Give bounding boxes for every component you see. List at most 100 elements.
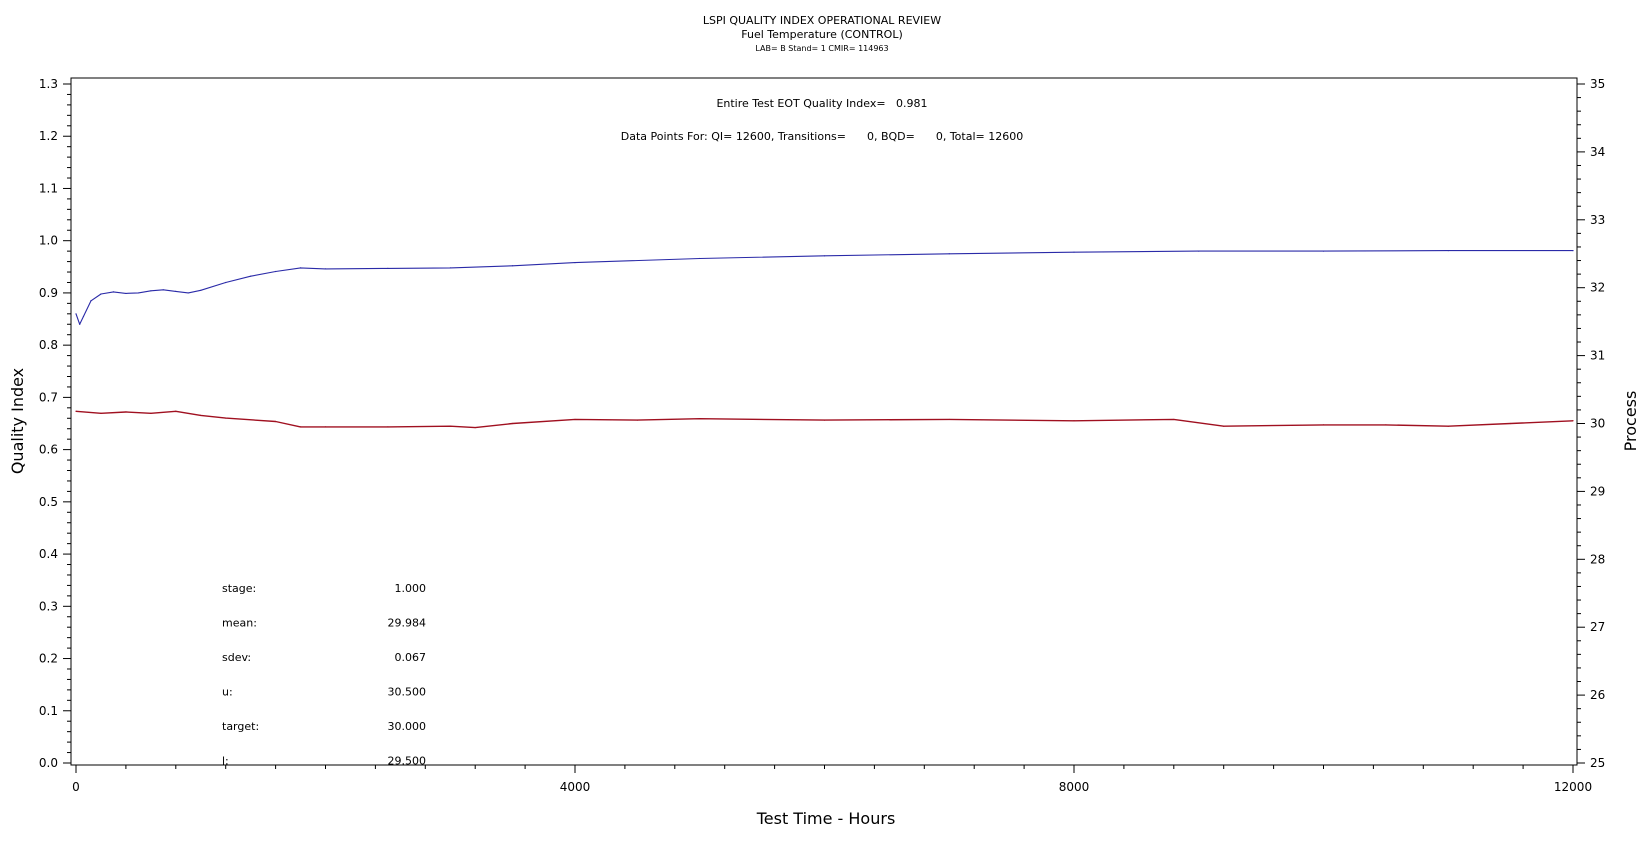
series-point: [574, 418, 576, 421]
series-point: [574, 262, 576, 264]
y-right-tick-label: 28: [1590, 552, 1605, 566]
stats-panel: stage: 1.000 mean: 29.984 sdev: 0.067 u: 30.500…: [222, 582, 426, 768]
series-point: [387, 426, 389, 428]
series-point: [1322, 424, 1325, 426]
series-point: [474, 426, 476, 429]
stat-value: 29.984: [388, 617, 427, 630]
series-point: [324, 268, 327, 270]
y-right-tick-label: 25: [1590, 756, 1605, 770]
y-left-tick-label: 0.6: [39, 443, 58, 457]
y-left-tick-label: 1.0: [39, 234, 58, 248]
series-point: [387, 267, 389, 269]
series-point: [823, 419, 826, 421]
series-point: [948, 418, 950, 421]
series-point: [125, 411, 127, 413]
y-right-tick-label: 35: [1590, 77, 1605, 91]
series-line: [75, 410, 1574, 429]
quality-index-annotation: Entire Test EOT Quality Index= 0.981: [716, 97, 927, 110]
stat-value: 29.500: [388, 755, 427, 768]
y-left-tick-label: 0.3: [39, 599, 58, 613]
chart-title: LSPI QUALITY INDEX OPERATIONAL REVIEW: [703, 14, 941, 27]
y-left-tick-label: 0.8: [39, 338, 58, 352]
series-layer: [75, 250, 1574, 429]
series-line: [75, 250, 1573, 325]
series-point: [175, 410, 177, 412]
series-point: [1447, 250, 1449, 252]
series-point: [187, 292, 189, 294]
y-axis-title-right: Process: [1621, 391, 1640, 452]
y-right-tick-label: 26: [1590, 688, 1605, 702]
series-point: [299, 426, 302, 428]
series-point: [299, 267, 302, 269]
chart-subtitle-2: LAB= B Stand= 1 CMIR= 114963: [755, 44, 888, 53]
series-point: [823, 255, 826, 257]
series-point: [1073, 251, 1075, 253]
series-point: [636, 419, 638, 421]
right-y-axis: 25 26 27 28 29 30 31 32 33 34 35: [1577, 77, 1605, 770]
stat-label: mean:: [222, 617, 257, 630]
y-right-tick-label: 34: [1590, 145, 1605, 159]
series-point: [175, 290, 177, 292]
series-point: [75, 410, 77, 412]
series-point: [512, 265, 514, 267]
y-right-tick-label: 32: [1590, 281, 1605, 295]
series-point: [1198, 250, 1200, 252]
stat-value: 1.000: [395, 582, 427, 595]
y-left-tick-label: 0.4: [39, 547, 58, 561]
chart-subtitle: Fuel Temperature (CONTROL): [741, 28, 903, 41]
y-left-tick-label: 0.7: [39, 390, 58, 404]
series-point: [250, 275, 252, 277]
plot-frame: [70, 77, 1578, 766]
stat-label: target:: [222, 720, 259, 733]
x-tick-label: 12000: [1554, 780, 1592, 794]
series-point: [948, 253, 950, 255]
y-right-tick-label: 30: [1590, 417, 1605, 431]
y-right-tick-label: 27: [1590, 620, 1605, 634]
series-point: [82, 315, 85, 318]
series-point: [112, 291, 115, 293]
series-point: [1572, 420, 1574, 422]
series-point: [324, 426, 327, 428]
stat-value: 30.500: [388, 686, 427, 699]
y-left-tick-label: 0.5: [39, 495, 58, 509]
series-point: [200, 414, 202, 416]
series-point: [100, 412, 102, 414]
y-axis-title-left: Quality Index: [8, 368, 27, 474]
series-point: [79, 323, 81, 325]
series-2: [75, 410, 1574, 429]
series-point: [225, 417, 227, 419]
y-right-tick-label: 31: [1590, 349, 1605, 363]
y-left-tick-label: 0.1: [39, 704, 58, 718]
x-tick-label: 8000: [1059, 780, 1090, 794]
y-left-tick-label: 1.2: [39, 129, 58, 143]
series-point: [1073, 420, 1075, 422]
y-left-tick-label: 1.3: [39, 77, 58, 91]
series-point: [100, 293, 102, 295]
series-point: [275, 270, 277, 273]
stat-label: l:: [222, 755, 229, 768]
data-points-annotation: Data Points For: QI= 12600, Transitions=…: [621, 130, 1023, 143]
stat-label: stage:: [222, 582, 256, 595]
series-point: [225, 281, 227, 284]
series-point: [90, 300, 92, 302]
stat-label: sdev:: [222, 651, 251, 664]
left-y-axis: 0.0 0.1 0.2 0.3 0.4 0.5 0.6 0.7 0.8 0.9 1.0 1.1 1.2 1…: [39, 77, 71, 770]
x-axis-title: Test Time - Hours: [756, 809, 896, 828]
series-point: [162, 289, 164, 291]
series-point: [1322, 250, 1325, 252]
series-1: [75, 250, 1574, 325]
series-point: [449, 425, 451, 427]
y-right-tick-label: 29: [1590, 484, 1605, 498]
stat-label: u:: [222, 686, 233, 699]
series-point: [125, 292, 127, 295]
series-point: [1510, 422, 1512, 425]
stat-value: 30.000: [388, 720, 427, 733]
y-left-tick-label: 0.9: [39, 286, 58, 300]
series-point: [1223, 425, 1225, 427]
y-left-tick-label: 1.1: [39, 181, 58, 195]
x-tick-label: 0: [72, 780, 80, 794]
series-point: [699, 257, 701, 260]
series-point: [699, 418, 701, 420]
y-right-tick-label: 33: [1590, 213, 1605, 227]
